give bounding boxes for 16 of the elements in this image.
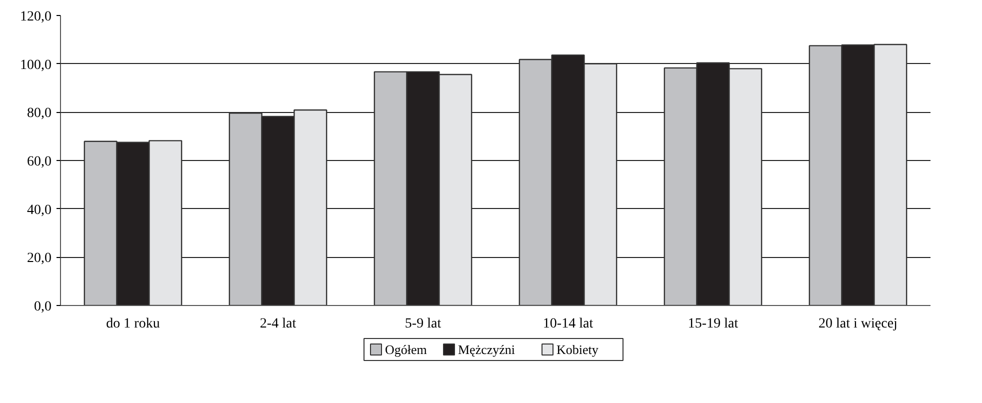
y-tick-label: 80,0 — [27, 106, 52, 122]
y-tick-label: 0,0 — [34, 300, 52, 314]
x-tick-label: do 1 roku — [106, 316, 160, 332]
y-tick-label: 20,0 — [27, 251, 52, 266]
legend-label: Mężczyźni — [458, 342, 516, 357]
y-tick-label: 100,0 — [20, 58, 52, 73]
x-tick-label: 5-9 lat — [404, 316, 442, 332]
y-tick-label: 60,0 — [27, 154, 52, 170]
legend-label: Kobiety — [556, 342, 599, 357]
y-tick-label: 120,0 — [20, 10, 52, 24]
legend-label: Ogółem — [385, 342, 427, 357]
x-tick-label: 2-4 lat — [260, 316, 296, 332]
y-tick-label: 40,0 — [27, 202, 52, 218]
x-tick-label: 15-19 lat — [688, 316, 738, 332]
x-tick-label: 20 lat i więcej — [818, 316, 898, 332]
x-tick-label: 10-14 lat — [542, 316, 594, 332]
